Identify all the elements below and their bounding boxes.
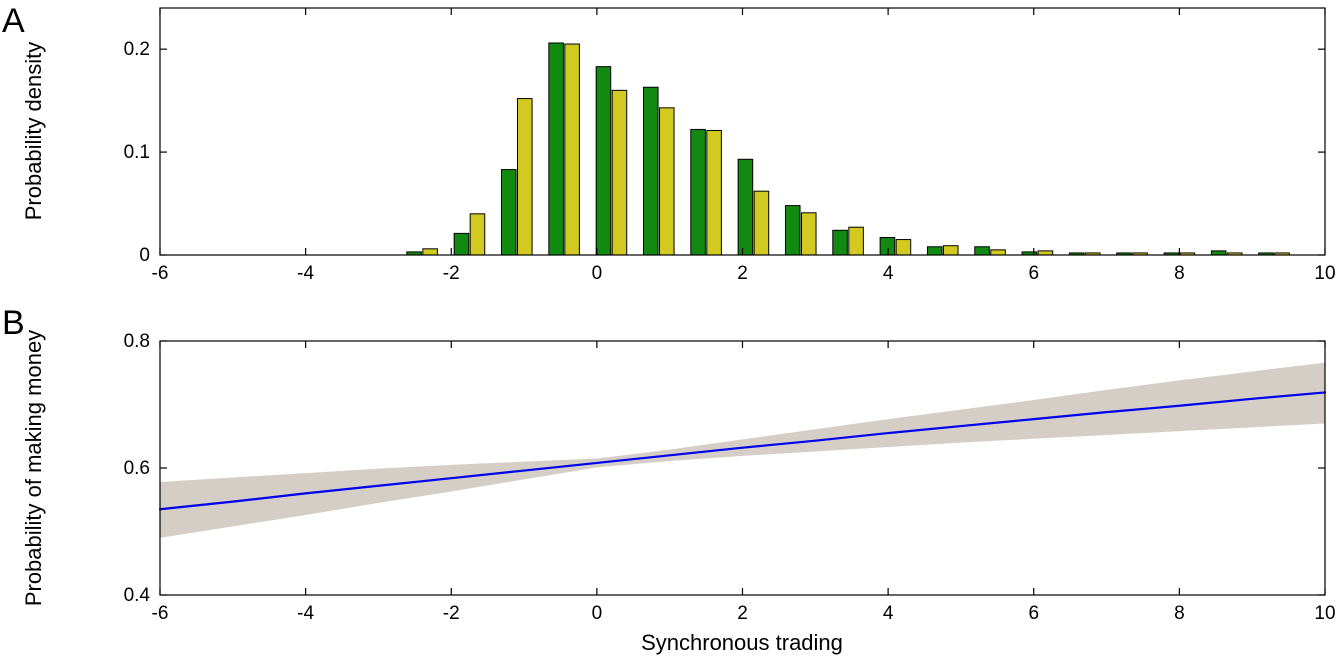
x-axis-label: Synchronous trading [641,630,843,655]
x-tick-label: 2 [737,263,748,284]
x-tick-label: 4 [883,603,894,624]
bar-green-series [1210,250,1227,256]
bar-green-series [832,229,848,256]
x-tick-label: -4 [297,263,314,284]
bar-green-series [453,232,470,256]
x-tick-label: 6 [1028,603,1039,624]
bar-green-series [784,205,801,256]
bar-yellow-series [895,239,912,256]
x-tick-label: 2 [737,603,748,624]
x-tick-label: 8 [1174,263,1185,284]
axes-box [159,340,1326,596]
fit-line [158,391,1327,511]
y-tick-label: 0.2 [124,39,150,60]
bar-yellow-series [753,190,770,256]
bar-green-series [642,86,659,256]
bar-yellow-series [1037,250,1054,256]
bar-yellow-series [658,107,675,256]
panel-a-y-axis-label: Probability density [21,41,46,221]
x-tick-label: -2 [443,263,460,284]
bar-yellow-series [611,89,628,256]
bar-yellow-series [564,43,580,256]
panel-b-y-axis-label: Probability of making money [21,329,46,607]
panel-a-label: A [2,2,25,40]
panel-a-chart: -6 -4 -2 0 2 4 6 8 10 0 0.1 0.2 [124,7,1336,284]
bar-yellow-series [942,245,959,256]
bar-yellow-series [800,212,817,256]
bar-yellow-series [706,129,722,256]
bar-green-series [548,42,564,256]
bar-green-series [879,237,896,256]
panel-b-chart: -6 -4 -2 0 2 4 6 8 10 0.4 0.6 0.8 [124,331,1336,624]
bar-green-series [737,158,754,256]
bar-green-series [595,66,612,256]
bar-yellow-series [517,98,533,256]
bar-yellow-series [848,226,864,256]
y-tick-label: 0 [139,245,150,266]
bar-green-series [926,246,943,256]
x-tick-label: -4 [297,603,314,624]
bar-yellow-series [990,249,1006,256]
bar-yellow-series [422,248,438,256]
y-tick-label: 0.1 [124,142,150,163]
x-tick-label: 8 [1174,603,1185,624]
x-tick-label: 10 [1314,263,1335,284]
panel-b-label: B [2,304,25,342]
y-tick-label: 0.6 [124,458,150,479]
x-tick-label: 6 [1028,263,1039,284]
bar-green-series [974,246,990,256]
bar-yellow-series [469,213,486,256]
y-tick-label: 0.4 [124,585,151,606]
x-tick-label: -6 [152,603,169,624]
x-tick-label: -2 [443,603,460,624]
x-tick-label: 0 [592,603,603,624]
x-tick-label: 0 [592,263,603,284]
x-tick-label: 4 [883,263,894,284]
x-tick-label: 10 [1314,603,1335,624]
y-tick-label: 0.8 [124,331,150,352]
bar-green-series [500,169,517,256]
bar-green-series [690,128,706,256]
x-tick-label: -6 [152,263,169,284]
confidence-band [160,362,1325,538]
